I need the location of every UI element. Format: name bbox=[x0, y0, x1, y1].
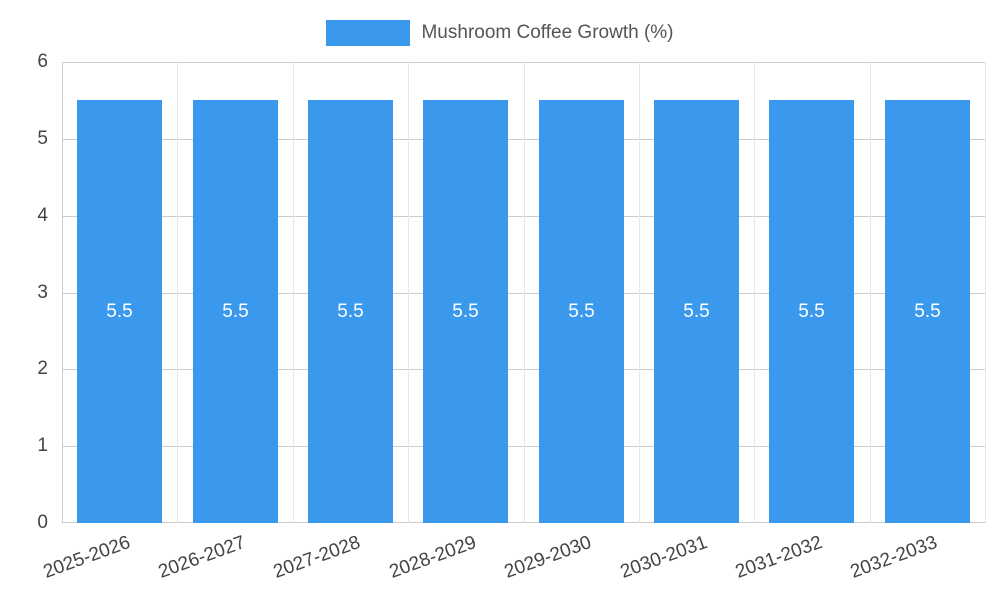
bar-value-label: 5.5 bbox=[568, 300, 595, 322]
bar-value-label: 5.5 bbox=[683, 300, 710, 322]
bar-2026-2027[interactable]: 5.5 bbox=[193, 100, 278, 523]
bar-2031-2032[interactable]: 5.5 bbox=[769, 100, 854, 523]
bar-2029-2030[interactable]: 5.5 bbox=[539, 100, 624, 523]
y-axis-tick-2: 2 bbox=[37, 358, 48, 380]
bar-2030-2031[interactable]: 5.5 bbox=[654, 100, 739, 523]
bar-2025-2026[interactable]: 5.5 bbox=[77, 100, 162, 523]
legend-label: Mushroom Coffee Growth (%) bbox=[421, 22, 674, 43]
legend-swatch bbox=[326, 20, 411, 46]
y-axis-tick-0: 0 bbox=[37, 512, 48, 533]
y-axis-tick-4: 4 bbox=[37, 204, 48, 226]
bar-value-label: 5.5 bbox=[337, 300, 364, 322]
gridline-y-0 bbox=[62, 522, 985, 523]
gridline-x-1 bbox=[177, 62, 178, 523]
gridline-x-2 bbox=[293, 62, 294, 523]
y-axis-line bbox=[62, 62, 63, 523]
y-axis-tick-1: 1 bbox=[37, 435, 48, 457]
gridline-x-3 bbox=[408, 62, 409, 523]
bar-value-label: 5.5 bbox=[914, 300, 941, 322]
gridline-y-5 bbox=[62, 138, 985, 140]
bar-2032-2033[interactable]: 5.5 bbox=[885, 100, 970, 523]
bar-2027-2028[interactable]: 5.5 bbox=[308, 100, 393, 523]
gridline-y-3 bbox=[62, 292, 985, 294]
bar-2028-2029[interactable]: 5.5 bbox=[423, 100, 508, 523]
gridline-y-2 bbox=[62, 369, 985, 371]
y-axis-tick-5: 5 bbox=[37, 127, 48, 149]
gridline-x-8 bbox=[985, 62, 986, 523]
gridline-x-6 bbox=[754, 62, 755, 523]
bar-value-label: 5.5 bbox=[222, 300, 249, 322]
bar-value-label: 5.5 bbox=[452, 300, 479, 322]
gridline-y-6 bbox=[62, 62, 985, 63]
gridline-x-5 bbox=[639, 62, 640, 523]
plot-area: 5.5 5.5 5.5 5.5 5.5 5.5 5.5 5.5 bbox=[62, 62, 986, 523]
legend: Mushroom Coffee Growth (%) bbox=[0, 20, 1000, 46]
gridline-x-4 bbox=[524, 62, 525, 523]
y-axis-tick-6: 6 bbox=[37, 51, 48, 72]
bar-value-label: 5.5 bbox=[106, 300, 133, 322]
gridline-y-1 bbox=[62, 446, 985, 448]
y-axis-tick-3: 3 bbox=[37, 281, 48, 303]
gridline-y-4 bbox=[62, 215, 985, 217]
gridline-x-7 bbox=[870, 62, 871, 523]
bar-value-label: 5.5 bbox=[798, 300, 825, 322]
